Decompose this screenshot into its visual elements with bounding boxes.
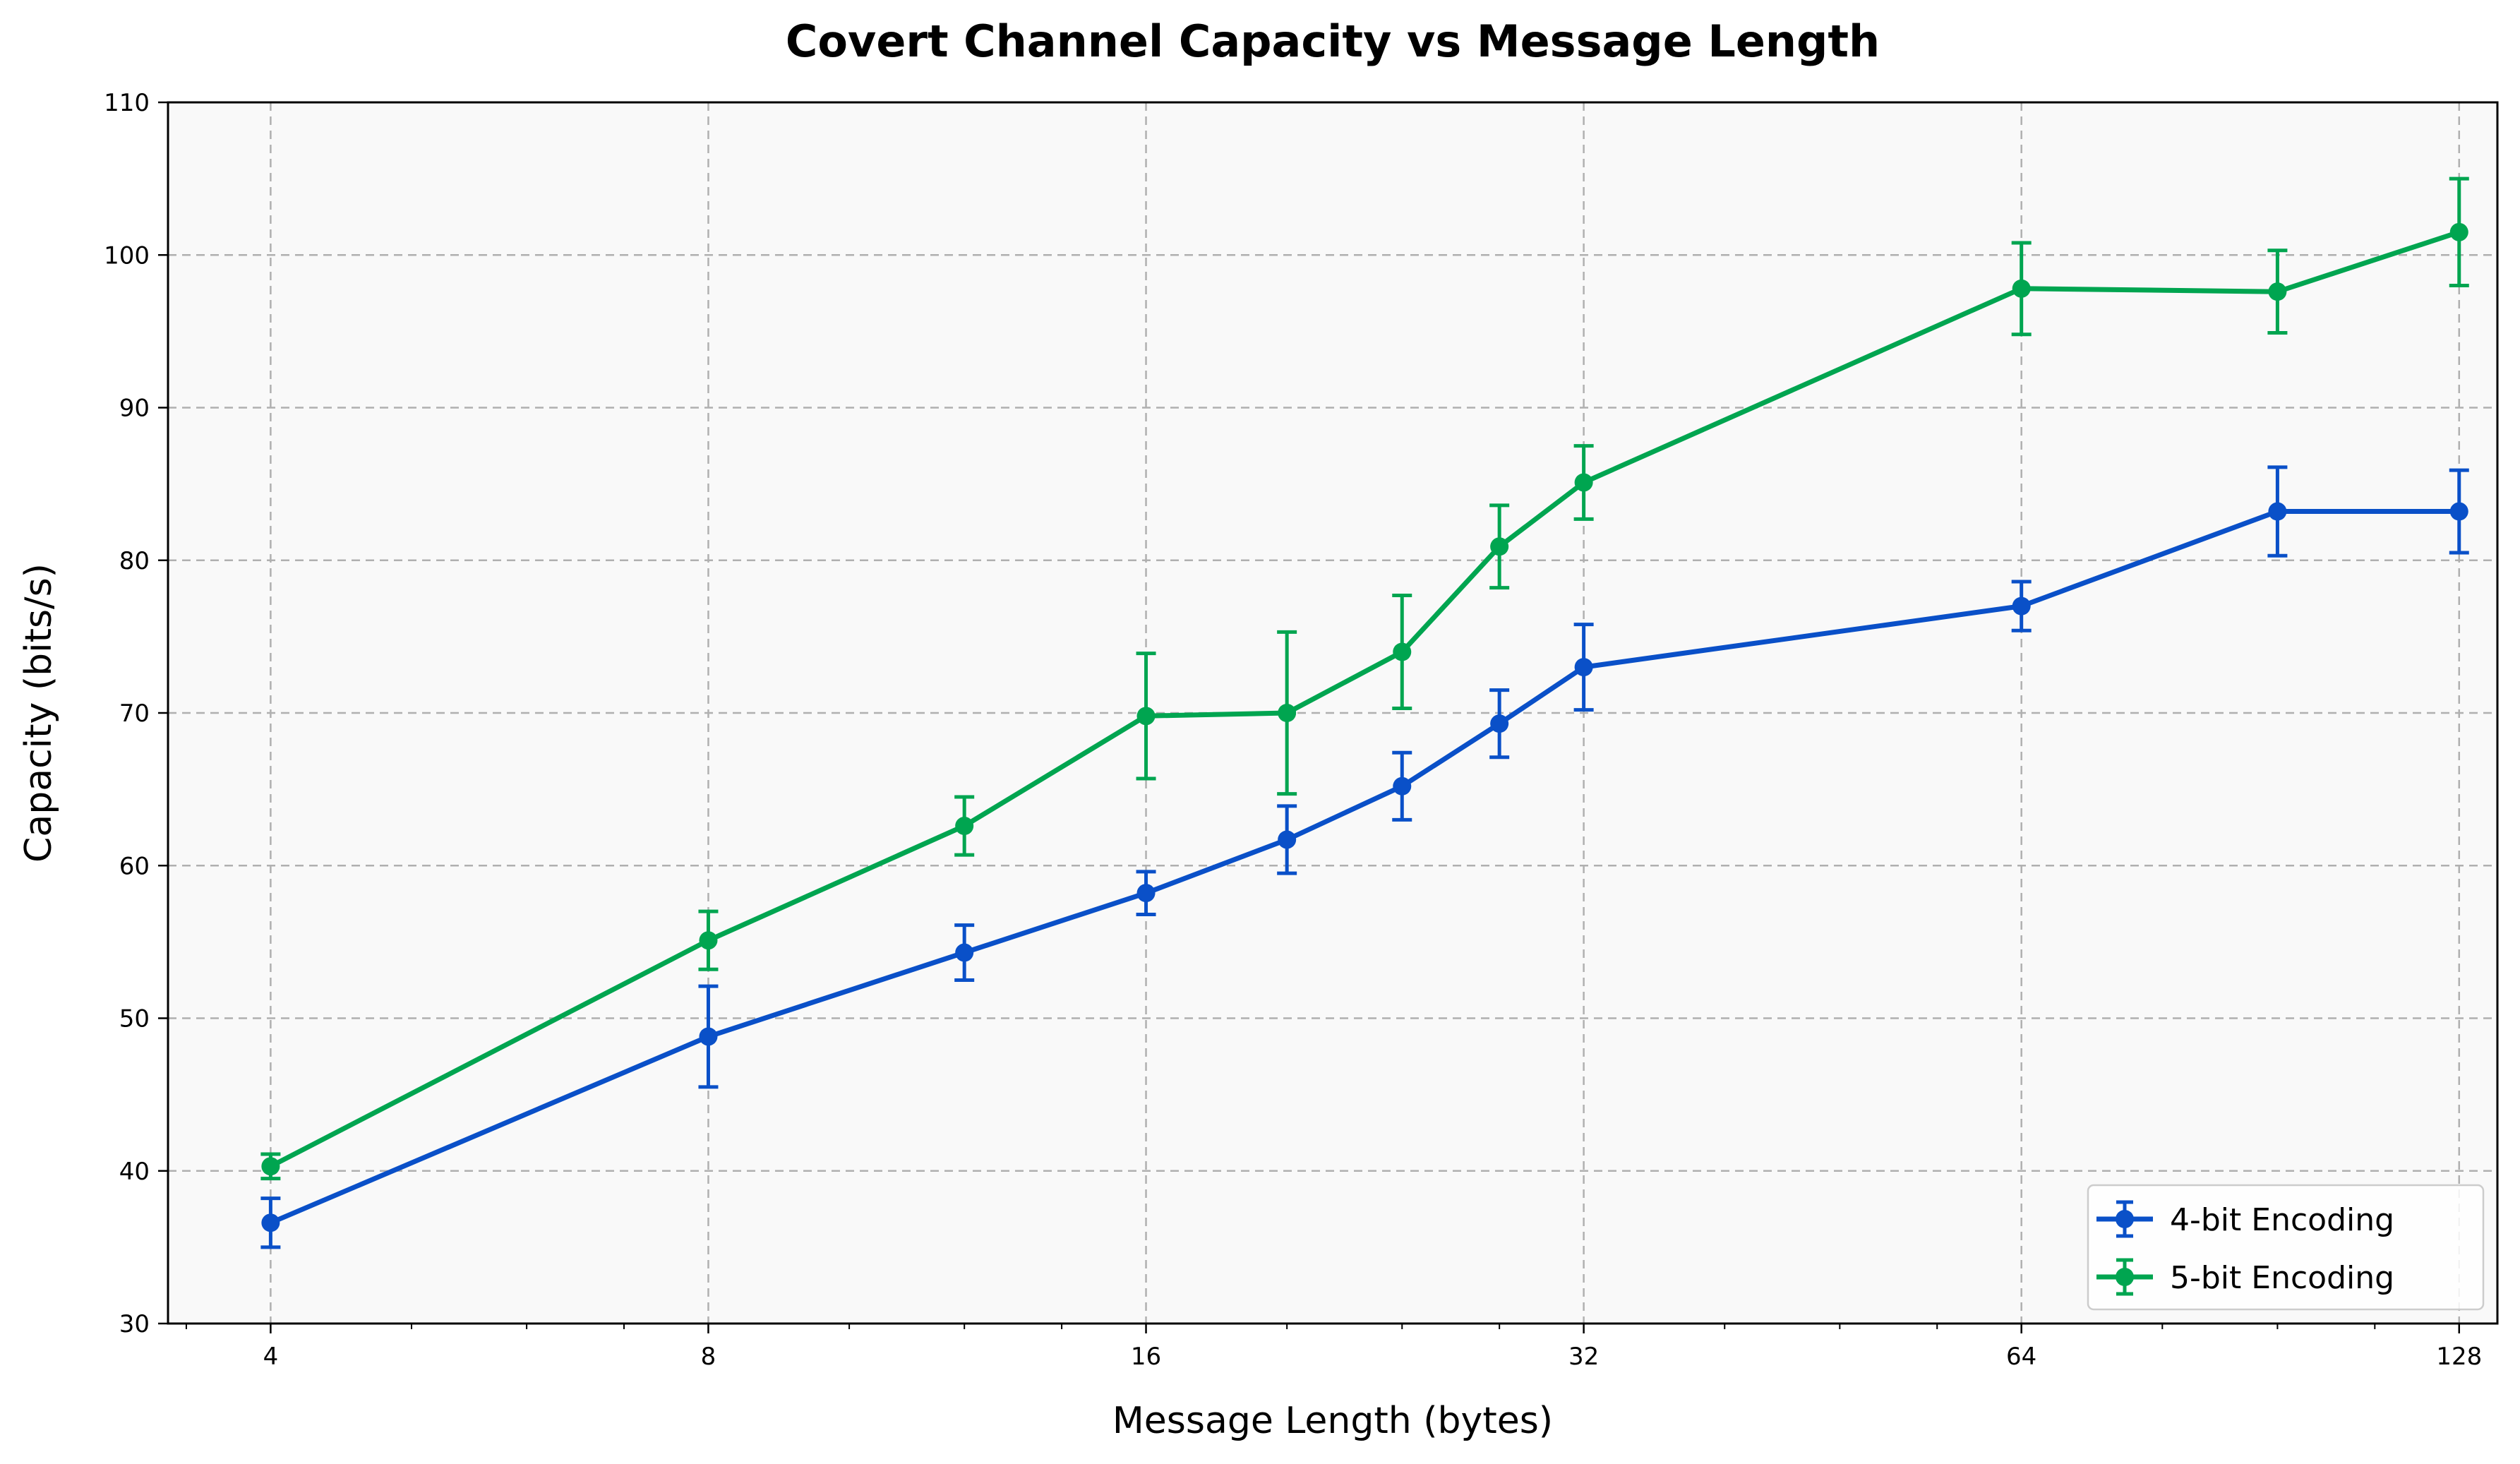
legend-label: 5-bit Encoding	[2170, 1260, 2394, 1296]
series-layer	[260, 176, 2469, 1249]
x-tick-label: 4	[263, 1343, 279, 1371]
y-tick-label: 40	[119, 1158, 150, 1186]
y-tick-label: 60	[119, 852, 150, 880]
y-tick-label: 50	[119, 1005, 150, 1033]
legend-marker	[2116, 1268, 2134, 1286]
y-tick-label: 30	[119, 1310, 150, 1338]
y-tick-label: 110	[104, 89, 150, 117]
data-point	[261, 1213, 280, 1232]
data-point	[1490, 537, 1509, 556]
data-point	[1278, 830, 1297, 849]
data-point	[2268, 282, 2287, 301]
legend-label: 4-bit Encoding	[2170, 1202, 2394, 1238]
series-2	[260, 176, 2469, 1181]
chart-title: Covert Channel Capacity vs Message Lengt…	[786, 16, 1880, 67]
x-tick-label: 8	[701, 1343, 716, 1371]
data-point	[955, 943, 974, 962]
x-tick-label: 16	[1131, 1343, 1161, 1371]
data-point	[1136, 884, 1156, 903]
data-point	[2449, 502, 2468, 521]
data-point	[1278, 704, 1297, 722]
data-point	[261, 1157, 280, 1176]
data-point	[2012, 279, 2031, 298]
x-axis-label: Message Length (bytes)	[1112, 1400, 1553, 1442]
legend: 4-bit Encoding 5-bit Encoding	[2087, 1184, 2485, 1311]
data-point	[1393, 776, 1412, 796]
x-tick-label: 32	[1568, 1343, 1599, 1371]
x-tick-label: 64	[2006, 1343, 2036, 1371]
y-tick-label: 90	[119, 395, 150, 423]
data-point	[1490, 714, 1509, 733]
data-point	[1393, 642, 1412, 661]
y-tick-label: 70	[119, 700, 150, 728]
legend-marker	[2116, 1210, 2134, 1228]
y-tick-label: 80	[119, 547, 150, 575]
y-tick-label: 100	[104, 241, 150, 270]
series-1	[260, 465, 2469, 1249]
data-point	[2449, 222, 2468, 241]
data-point	[2268, 502, 2287, 521]
data-point	[699, 931, 718, 950]
data-point	[955, 817, 974, 836]
data-point	[1136, 707, 1156, 726]
ticks: 4 8 16 32 64 128 30 40 50 60 70 80 90 100 110	[104, 89, 2482, 1371]
data-point	[699, 1027, 718, 1046]
y-axis-label: Capacity (bits/s)	[18, 563, 60, 863]
data-point	[1574, 473, 1593, 492]
legend-box	[2087, 1184, 2485, 1311]
x-tick-label: 128	[2436, 1343, 2482, 1371]
legend-entry-2: 5-bit Encoding	[2096, 1258, 2394, 1296]
data-point	[1574, 658, 1593, 677]
legend-entry-1: 4-bit Encoding	[2096, 1200, 2394, 1238]
data-point	[2012, 596, 2031, 616]
